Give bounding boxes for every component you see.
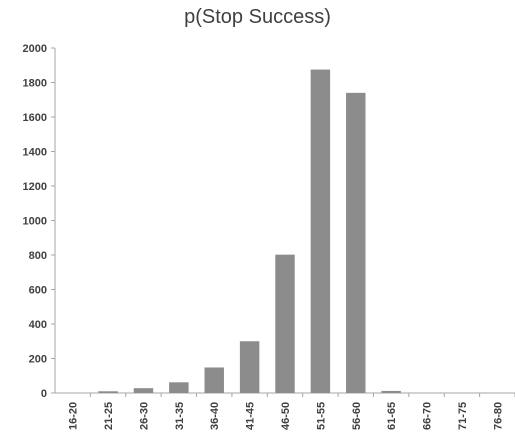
x-tick-label: 51-55 — [315, 402, 327, 430]
x-tick-label: 26-30 — [138, 402, 150, 430]
bar — [346, 92, 366, 393]
bar — [381, 390, 401, 393]
bar — [310, 69, 331, 393]
x-tick-label: 71-75 — [457, 402, 469, 430]
x-tick-label: 21-25 — [103, 402, 115, 430]
bar — [133, 388, 154, 393]
bar — [275, 254, 295, 393]
y-tick-label: 1000 — [23, 216, 47, 228]
bar — [169, 382, 189, 393]
x-tick-label: 31-35 — [174, 402, 186, 430]
y-tick-label: 400 — [29, 319, 47, 331]
x-tick-label: 56-60 — [351, 402, 363, 430]
x-tick-label: 66-70 — [422, 402, 434, 430]
y-tick-label: 600 — [29, 285, 47, 297]
x-tick-label: 16-20 — [68, 402, 80, 430]
y-tick-label: 1400 — [23, 147, 47, 159]
y-tick-label: 200 — [29, 354, 47, 366]
y-tick-label: 2000 — [23, 43, 47, 55]
bar — [204, 367, 224, 393]
bar — [98, 391, 118, 393]
x-tick-label: 61-65 — [386, 402, 398, 430]
y-tick-label: 800 — [29, 250, 47, 262]
x-tick-label: 76-80 — [492, 402, 504, 430]
y-tick-label: 1800 — [23, 78, 47, 90]
x-tick-label: 46-50 — [280, 402, 292, 430]
chart-title: p(Stop Success) — [184, 6, 331, 28]
y-tick-label: 1600 — [23, 112, 47, 124]
y-tick-label: 1200 — [23, 181, 47, 193]
bar — [239, 341, 260, 393]
y-tick-label: 0 — [41, 388, 47, 400]
x-tick-label: 36-40 — [209, 402, 221, 430]
x-tick-label: 41-45 — [245, 402, 257, 430]
